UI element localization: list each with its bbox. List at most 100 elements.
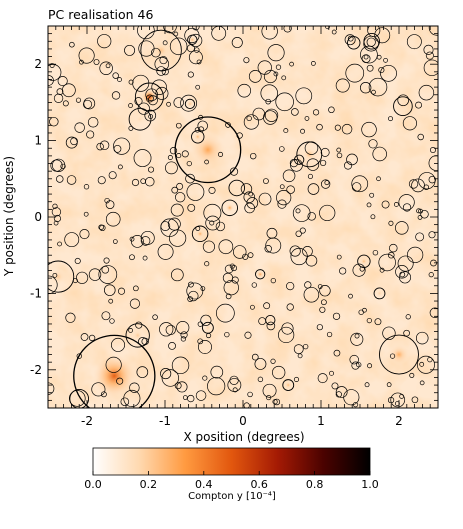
catalogue-circle — [208, 186, 216, 194]
cluster-circle — [393, 96, 413, 117]
catalogue-circle — [363, 35, 379, 52]
y-tick-label: -1 — [30, 286, 42, 300]
catalogue-circle — [223, 279, 239, 296]
catalogue-circle — [402, 203, 412, 212]
catalogue-circle — [120, 397, 130, 407]
catalogue-circle — [202, 375, 208, 381]
catalogue-circle — [361, 121, 377, 138]
catalogue-circle — [180, 331, 188, 339]
catalogue-circle — [265, 237, 282, 254]
catalogue-circle — [247, 391, 253, 398]
catalogue-circle — [76, 353, 83, 359]
catalogue-circle — [363, 54, 369, 60]
x-tick-label: -2 — [81, 414, 93, 428]
catalogue-circle — [262, 383, 277, 398]
catalogue-circle — [332, 312, 341, 320]
cluster-emission — [74, 393, 85, 404]
cluster-emission — [134, 113, 147, 126]
catalogue-circle — [261, 26, 278, 40]
catalogue-circle — [165, 324, 176, 336]
catalogue-circle — [151, 79, 167, 95]
catalogue-circle — [240, 183, 253, 195]
catalogue-circle — [198, 126, 205, 133]
catalogue-circle — [273, 398, 281, 406]
catalogue-circle — [360, 45, 378, 64]
catalogue-circle — [398, 194, 415, 211]
catalogue-circle — [281, 75, 287, 81]
cluster-circle — [125, 323, 150, 348]
catalogue-circle — [128, 328, 133, 333]
catalogue-circle — [258, 317, 267, 326]
cluster-emission — [375, 289, 384, 298]
catalogue-circle — [202, 240, 216, 253]
cluster-circle — [128, 107, 152, 131]
catalogue-circle — [291, 108, 299, 116]
catalogue-circle — [99, 224, 106, 232]
cluster-circle — [379, 334, 419, 375]
catalogue-circle — [161, 369, 180, 387]
catalogue-circle — [93, 59, 100, 66]
catalogue-circle — [104, 284, 116, 296]
catalogue-circle — [176, 153, 182, 159]
catalogue-circle — [167, 155, 173, 160]
catalogue-circle — [100, 391, 107, 398]
catalogue-circle — [169, 147, 178, 155]
catalogue-circle — [266, 395, 272, 401]
catalogue-circle — [134, 97, 143, 106]
catalogue-circle — [364, 382, 370, 388]
catalogue-circle — [352, 263, 366, 277]
catalogue-circle — [335, 78, 350, 93]
catalogue-circle — [232, 387, 238, 393]
catalogue-circle — [157, 243, 174, 260]
catalogue-circle — [197, 321, 203, 327]
catalogue-circle — [320, 147, 330, 157]
catalogue-circle — [295, 230, 302, 237]
catalogue-circle — [397, 94, 410, 107]
catalogue-circle — [111, 91, 121, 100]
catalogue-circle — [417, 215, 423, 220]
catalogue-circle — [307, 183, 320, 195]
catalogue-circle — [356, 362, 362, 368]
catalogue-circle — [142, 255, 148, 261]
catalogue-circle — [248, 70, 262, 83]
catalogue-circle — [91, 382, 106, 397]
catalogue-circle — [231, 276, 239, 284]
catalogue-circle — [348, 293, 353, 299]
catalogue-circle — [378, 253, 396, 272]
catalogue-circle — [204, 159, 209, 165]
catalogue-circle — [98, 265, 118, 284]
catalogue-circle — [138, 40, 155, 57]
y-tick-label: 0 — [34, 210, 42, 224]
catalogue-circle — [169, 229, 187, 247]
catalogue-circle — [197, 120, 208, 131]
catalogue-circle — [236, 132, 243, 139]
catalogue-circle — [324, 180, 330, 186]
catalogue-circle — [137, 26, 155, 40]
catalogue-circle — [399, 271, 406, 278]
cluster-circle — [191, 225, 209, 243]
cluster-emission — [131, 328, 145, 342]
cluster-emission — [91, 353, 137, 399]
catalogue-circle — [387, 251, 395, 259]
catalogue-circle — [147, 166, 155, 173]
catalogue-circle — [388, 116, 393, 122]
catalogue-circle — [286, 185, 295, 194]
catalogue-circle — [117, 164, 123, 170]
catalogue-circle — [229, 167, 239, 176]
x-tick-label: -1 — [159, 414, 171, 428]
catalogue-circle — [293, 376, 300, 383]
catalogue-circle — [289, 61, 294, 67]
catalogue-circle — [317, 373, 328, 384]
catalogue-circle — [344, 34, 356, 46]
catalogue-circle — [133, 285, 139, 292]
catalogue-circle — [135, 321, 143, 329]
catalogue-circle — [195, 226, 201, 231]
catalogue-circle — [173, 31, 179, 37]
x-tick-label: 0 — [239, 414, 247, 428]
catalogue-circle — [203, 203, 222, 222]
catalogue-circle — [224, 264, 234, 274]
catalogue-circle — [419, 361, 425, 367]
catalogue-circle — [263, 69, 278, 84]
y-axis-label: Y position (degrees) — [2, 156, 16, 277]
catalogue-circle — [346, 153, 358, 166]
